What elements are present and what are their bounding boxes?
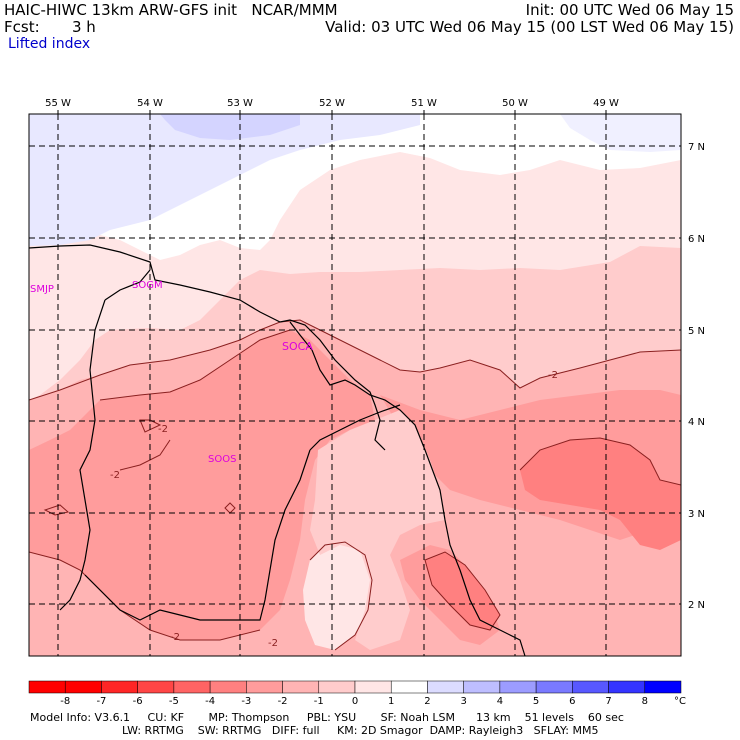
- init-time: Init: 00 UTC Wed 06 May 15: [525, 1, 734, 19]
- colorbar-swatch: [64, 680, 102, 694]
- fill-dark-pink-south: [425, 552, 500, 630]
- colorbar-swatch: [427, 680, 464, 694]
- model-title: HAIC-HIWC 13km ARW-GFS init NCAR/MMM: [4, 1, 338, 19]
- colorbar-tick-label: -5: [169, 696, 179, 707]
- colorbar-swatch: [499, 680, 537, 694]
- colorbar-swatch: [390, 680, 428, 694]
- colorbar-swatch: [101, 680, 138, 694]
- contour-label: -2: [158, 424, 168, 435]
- lon-ticks: [57, 110, 607, 114]
- lon-label: 55 W: [45, 98, 71, 109]
- lon-label: 49 W: [593, 98, 619, 109]
- colorbar-tick-label: 0: [352, 696, 358, 707]
- lon-label: 52 W: [319, 98, 345, 109]
- colorbar-tick-label: -4: [205, 696, 215, 707]
- colorbar-tick-label: 5: [533, 696, 539, 707]
- coastlines: [29, 244, 526, 656]
- colorbar-tick-label: 6: [569, 696, 575, 707]
- fill-light-pink-coast: [310, 410, 445, 650]
- forecast-value: 3 h: [72, 18, 96, 36]
- fill-white-south: [303, 542, 372, 650]
- fill-medium-pink: [29, 330, 375, 640]
- colorbar-tick-labels: -8 -7 -6 -5 -4 -3 -2 -1 0 1 2 3 4 5 6 7 8: [60, 696, 648, 707]
- colorbar-tick-label: 8: [642, 696, 648, 707]
- colorbar-tick-label: 7: [605, 696, 611, 707]
- colorbar-swatch: [354, 680, 392, 694]
- lat-label: 4 N: [688, 417, 705, 428]
- lon-labels: 55 W 54 W 53 W 52 W 51 W 50 W 49 W: [45, 98, 619, 109]
- lat-label: 6 N: [688, 234, 705, 245]
- station-soca: SOCA: [282, 340, 313, 353]
- forecast-label: Fcst:: [4, 18, 40, 36]
- contour-label: -2: [170, 632, 180, 643]
- model-info-line1: Model Info: V3.6.1 CU: KF MP: Thompson P…: [30, 711, 624, 724]
- lat-label: 2 N: [688, 600, 705, 611]
- colorbar-tick-label: -2: [278, 696, 288, 707]
- colorbar-swatch: [572, 680, 609, 694]
- fill-dark-pink: [520, 438, 681, 550]
- fill-light-blue-east: [560, 114, 681, 152]
- contour-label: -2: [268, 638, 278, 649]
- lat-labels: 7 N 6 N 5 N 4 N 3 N 2 N: [688, 142, 705, 611]
- lon-label: 50 W: [502, 98, 528, 109]
- lon-label: 53 W: [227, 98, 253, 109]
- colorbar-swatch: [173, 680, 211, 694]
- colorbar-swatch: [282, 680, 320, 694]
- colorbar-tick-label: -8: [60, 696, 70, 707]
- station-labels: SMJP SOGM SOCA SOOS: [30, 280, 313, 465]
- contour-label: -2: [110, 470, 120, 481]
- colorbar-swatch: [246, 680, 283, 694]
- fill-light-blue: [29, 114, 420, 246]
- colorbar-tick-label: -6: [133, 696, 143, 707]
- map-frame: [28, 113, 682, 657]
- station-smjp: SMJP: [30, 284, 54, 295]
- colorbar-tick-label: 1: [388, 696, 394, 707]
- colorbar-swatch: [318, 680, 356, 694]
- colorbar-swatch: [644, 680, 682, 694]
- colorbar-tick-label: 2: [424, 696, 430, 707]
- lat-label: 7 N: [688, 142, 705, 153]
- colorbar-swatch: [535, 680, 573, 694]
- field-name: Lifted index: [8, 36, 91, 52]
- valid-time: Valid: 03 UTC Wed 06 May 15 (00 LST Wed …: [325, 18, 734, 36]
- contour-label: -2: [548, 370, 558, 381]
- colorbar-swatch: [209, 680, 247, 694]
- lat-label: 5 N: [688, 326, 705, 337]
- colorbar-swatch: [608, 680, 646, 694]
- fill-blue-patch: [160, 114, 300, 140]
- colorbar-swatch: [463, 680, 501, 694]
- colorbar-tick-label: 3: [460, 696, 466, 707]
- colorbar-tick-label: -3: [241, 696, 251, 707]
- lon-label: 54 W: [137, 98, 163, 109]
- lat-label: 3 N: [688, 509, 705, 520]
- colorbar-swatch: [137, 680, 175, 694]
- colorbar-tick-label: -7: [96, 696, 106, 707]
- contour-value-labels: -2 -2 -2 -2 -2: [110, 370, 558, 649]
- colorbar-tick-label: -1: [314, 696, 324, 707]
- station-sogm: SOGM: [132, 280, 163, 291]
- colorbar: [28, 680, 682, 694]
- lon-label: 51 W: [411, 98, 437, 109]
- colorbar-tick-label: 4: [497, 696, 503, 707]
- colorbar-unit: °C: [674, 696, 686, 707]
- colorbar-swatch: [28, 680, 66, 694]
- graticule: [29, 114, 681, 656]
- model-info-line2: LW: RRTMG SW: RRTMG DIFF: full KM: 2D Sm…: [122, 724, 599, 737]
- station-soos: SOOS: [208, 454, 236, 465]
